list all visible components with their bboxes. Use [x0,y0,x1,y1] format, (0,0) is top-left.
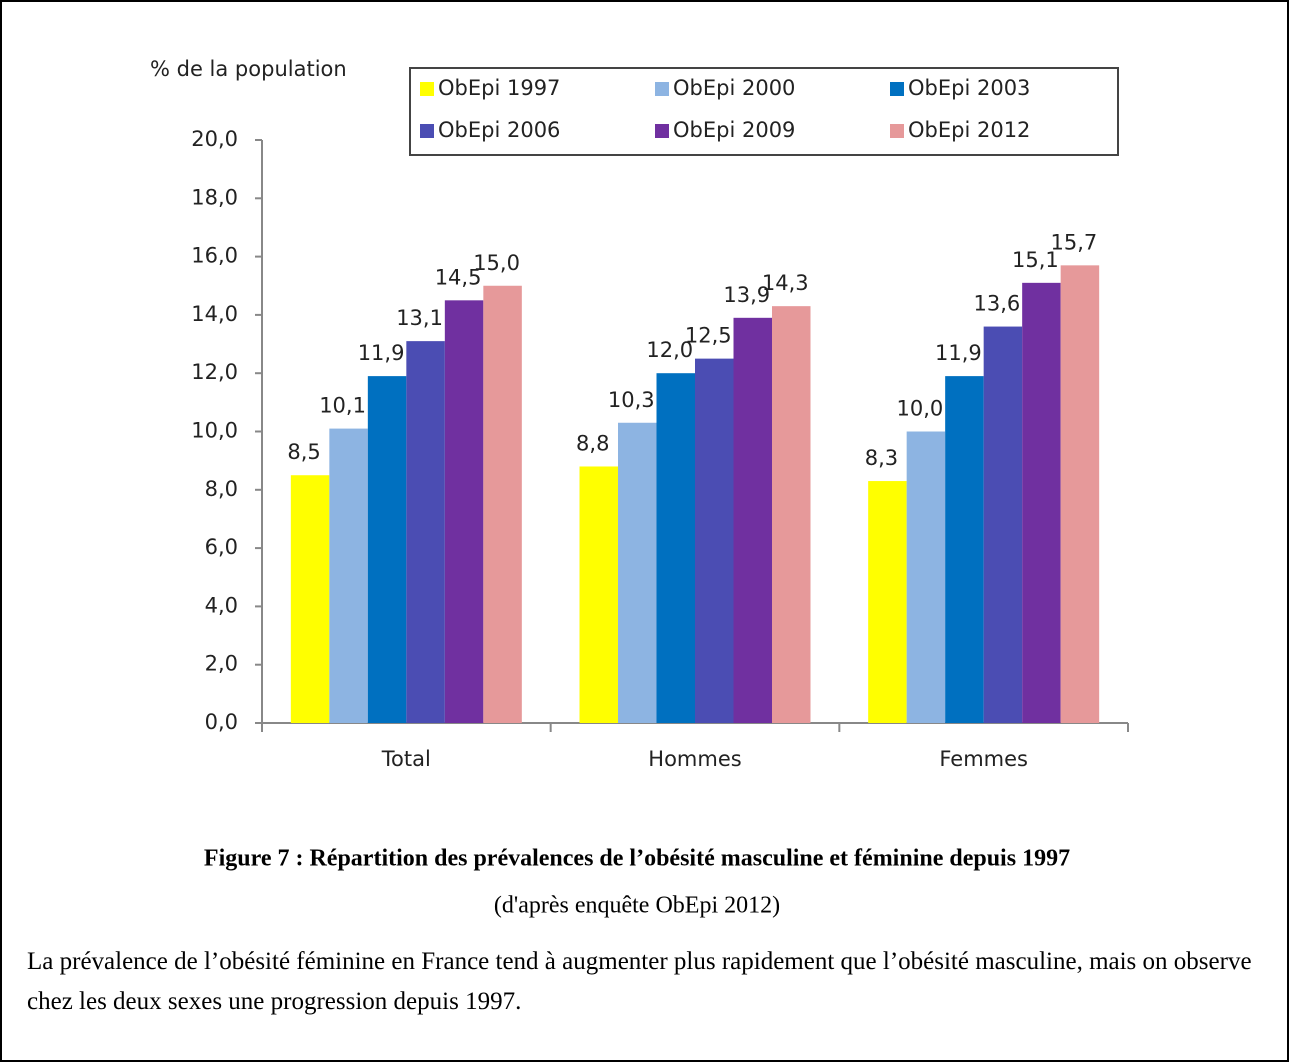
value-label: 13,1 [396,306,443,330]
bar [772,306,811,723]
y-tick-label: 8,0 [205,477,238,501]
legend-swatch [890,124,904,138]
y-tick-label: 10,0 [191,419,238,443]
value-label: 13,9 [723,283,770,307]
bar [579,466,618,723]
bar [983,326,1023,723]
value-label: 12,5 [685,324,732,348]
bar [656,373,695,723]
paragraph: La prévalence de l’obésité féminine en F… [27,948,1252,1015]
bar [1060,265,1100,723]
y-tick-label: 4,0 [205,593,238,617]
value-label: 8,5 [287,440,320,464]
legend-swatch [420,82,434,96]
y-tick-label: 0,0 [205,710,238,734]
value-label: 15,7 [1051,230,1098,254]
legend-box [409,67,1119,156]
figure-source: (d'après enquête ObEpi 2012) [494,893,780,919]
value-label: 15,1 [1012,248,1059,272]
value-label: 11,9 [935,341,982,365]
legend-label: ObEpi 2012 [908,118,1030,142]
y-tick-label: 14,0 [191,302,238,326]
x-tick-label: Femmes [939,747,1028,771]
legend-label: ObEpi 2009 [673,118,795,142]
legend-swatch [420,124,434,138]
bar [290,475,330,723]
y-tick-label: 18,0 [191,185,238,209]
value-label: 15,0 [473,251,520,275]
y-tick-label: 16,0 [191,244,238,268]
value-label: 10,0 [897,397,944,421]
value-label: 8,8 [576,431,609,455]
value-label: 12,0 [646,338,693,362]
bar [868,481,907,723]
legend-swatch [655,124,669,138]
bar [483,285,522,723]
paragraph-box: La prévalence de l’obésité féminine en F… [27,948,1252,1015]
chart: % de la population 0,0 2,0 4,0 6,0 8,0 10,0 12… [150,57,1129,771]
x-tick-label: Hommes [648,747,741,771]
x-tick-label: Total [381,747,431,771]
bar [945,376,984,723]
y-tick-label: 20,0 [191,127,238,151]
bar [329,428,368,723]
legend-swatch [655,82,669,96]
y-tick-label: 2,0 [205,652,238,676]
bar [695,358,734,723]
value-label: 14,3 [762,271,809,295]
bar [1022,282,1061,723]
bar [733,317,772,723]
legend-label: ObEpi 2006 [438,118,560,142]
legend-swatch [890,82,904,96]
y-tick-label: 6,0 [205,535,238,559]
bar [406,341,445,723]
value-label: 11,9 [358,341,405,365]
figure-caption: Figure 7 : Répartition des prévalences d… [204,846,1070,872]
bar [367,376,407,723]
value-label: 10,1 [319,394,366,418]
value-label: 10,3 [608,388,655,412]
value-label: 14,5 [435,265,482,289]
legend-label: ObEpi 2000 [673,76,795,100]
bar [906,431,946,723]
bar [618,422,657,723]
y-axis-label: % de la population [150,57,347,81]
value-label: 13,6 [974,292,1021,316]
bar [444,300,484,723]
legend-label: ObEpi 1997 [438,76,560,100]
value-label: 8,3 [865,446,898,470]
legend-label: ObEpi 2003 [908,76,1030,100]
y-tick-label: 12,0 [191,360,238,384]
